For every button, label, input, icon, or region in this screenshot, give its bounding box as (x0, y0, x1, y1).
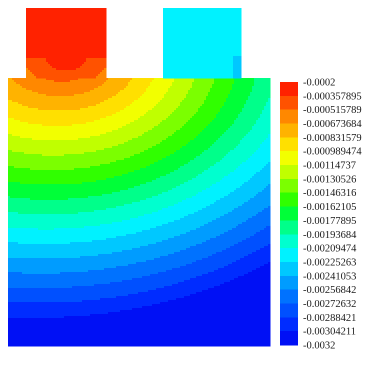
contour-field (8, 8, 270, 346)
